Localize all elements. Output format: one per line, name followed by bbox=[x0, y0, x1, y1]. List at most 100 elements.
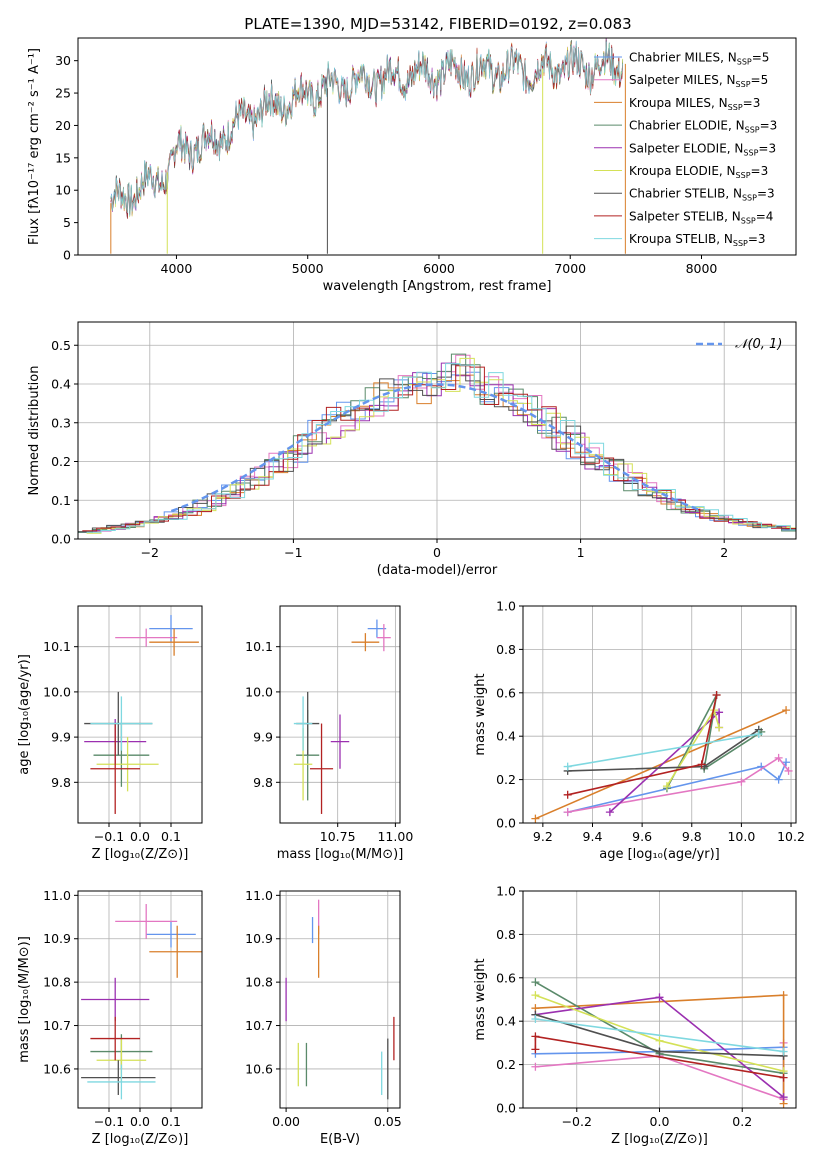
y-tick-label: 25 bbox=[55, 86, 71, 101]
weight-marker bbox=[662, 782, 671, 791]
y-tick-label: 10 bbox=[55, 183, 71, 198]
x-tick-label: 0 bbox=[433, 545, 441, 560]
x-tick-label: 0.00 bbox=[272, 1114, 300, 1129]
axes-frame bbox=[279, 605, 401, 824]
weight-series-line bbox=[666, 694, 762, 789]
errorbar-point bbox=[81, 977, 150, 1022]
weight-marker bbox=[605, 808, 614, 817]
errorbar-point bbox=[96, 737, 159, 792]
weight-marker bbox=[715, 723, 724, 732]
x-axis-label: mass [log₁₀(M/M⊙)] bbox=[277, 847, 404, 862]
errorbar-point bbox=[115, 904, 178, 939]
weight-series-line bbox=[535, 709, 787, 820]
y-tick-label: 5 bbox=[63, 215, 71, 230]
y-tick-label: 9.9 bbox=[51, 730, 71, 745]
y-axis-label: Normed distribution bbox=[27, 366, 42, 496]
y-tick-label: 20 bbox=[55, 118, 71, 133]
weight-marker bbox=[531, 1032, 540, 1041]
legend-label-main: Chabrier MILES, N bbox=[629, 51, 737, 65]
y-tick-label: 10.8 bbox=[43, 975, 71, 990]
legend-label-sub: SSP bbox=[736, 80, 751, 89]
x-tick-label: 0.0 bbox=[650, 1114, 670, 1129]
weight-marker bbox=[655, 1036, 664, 1045]
legend-label-main: Salpeter STELIB, N bbox=[629, 209, 741, 223]
errorbar-point bbox=[376, 624, 391, 652]
axes-frame bbox=[77, 37, 797, 256]
x-tick-label: 9.6 bbox=[632, 829, 652, 844]
legend-label: Salpeter STELIB, NSSP=4 bbox=[629, 209, 773, 225]
y-tick-label: 0.1 bbox=[51, 493, 71, 508]
legend-label-sub: SSP bbox=[742, 194, 757, 203]
legend-label-tail: =3 bbox=[751, 164, 769, 178]
legend-label-main: Kroupa MILES, N bbox=[629, 96, 728, 110]
mass-vs-ebv-chart: 0.00 0.05 10.6 10.7 10.8 10.9 11.0 E(B-V) bbox=[245, 888, 402, 1147]
weight-vs-age-chart: 9.2 9.4 9.6 9.8 10.0 10.2 0.0 0.2 0.4 0.6 0.8 1.0 ag… bbox=[473, 599, 805, 863]
errorbar-point bbox=[146, 921, 196, 948]
weight-marker bbox=[531, 991, 540, 1000]
legend-label-sub: SSP bbox=[743, 148, 758, 157]
weight-series-line bbox=[535, 1018, 784, 1053]
y-tick-label: 0.6 bbox=[496, 970, 516, 985]
x-tick-label: 1 bbox=[577, 545, 585, 560]
legend-label: Kroupa MILES, NSSP=3 bbox=[629, 96, 760, 112]
legend-label: Kroupa STELIB, NSSP=3 bbox=[629, 232, 766, 248]
x-tick-label: 0.0 bbox=[130, 1114, 150, 1129]
errorbar-point bbox=[90, 723, 140, 814]
mass-vs-Z-chart: −0.1 0.0 0.1 10.6 10.7 10.8 10.9 11.0 Z [log₁₀(Z… bbox=[17, 888, 203, 1147]
y-tick-label: 10.6 bbox=[43, 1061, 71, 1076]
weight-marker bbox=[782, 758, 791, 767]
legend-label-sub: SSP bbox=[737, 58, 752, 67]
weight-marker bbox=[774, 753, 783, 762]
errorbar-point bbox=[115, 628, 178, 647]
weight-series-line bbox=[567, 756, 790, 813]
legend-label: Salpeter ELODIE, NSSP=3 bbox=[629, 141, 776, 157]
weight-marker bbox=[737, 777, 746, 786]
x-axis-label: E(B-V) bbox=[320, 1132, 360, 1147]
legend-label-sub: SSP bbox=[741, 216, 756, 225]
x-tick-label: −2 bbox=[141, 545, 159, 560]
weight-marker bbox=[779, 1093, 788, 1102]
y-axis-label: Flux [fλ10⁻¹⁷ erg cm⁻² s⁻¹ A⁻¹] bbox=[27, 48, 42, 245]
weight-series-line bbox=[567, 761, 787, 813]
legend-label-main: Chabrier STELIB, N bbox=[629, 187, 742, 201]
y-axis-label: mass weight bbox=[473, 958, 488, 1040]
x-tick-label: 0.1 bbox=[161, 1114, 181, 1129]
errorbars bbox=[81, 904, 202, 1100]
y-tick-label: 30 bbox=[55, 53, 71, 68]
errorbar-point bbox=[330, 714, 350, 769]
y-tick-label: 15 bbox=[55, 150, 71, 165]
x-tick-label: 0.0 bbox=[130, 829, 150, 844]
y-tick-label: 10.7 bbox=[43, 1018, 71, 1033]
errorbar-point bbox=[310, 723, 334, 814]
x-tick-label: 10.2 bbox=[777, 829, 805, 844]
weight-marker bbox=[531, 1045, 540, 1054]
histogram-step bbox=[86, 363, 796, 533]
x-tick-label: 10.75 bbox=[320, 829, 356, 844]
y-tick-label: 10.9 bbox=[245, 931, 273, 946]
x-tick-label: 4000 bbox=[161, 261, 193, 276]
x-axis-label: Z [log₁₀(Z/Z⊙)] bbox=[611, 1132, 708, 1147]
y-tick-label: 11.0 bbox=[245, 888, 273, 903]
weight-lines bbox=[531, 690, 793, 823]
x-tick-label: 0.1 bbox=[161, 829, 181, 844]
y-tick-label: 9.8 bbox=[51, 775, 71, 790]
errorbar-point bbox=[293, 696, 313, 751]
y-tick-label: 0.6 bbox=[496, 685, 516, 700]
y-tick-label: 0.0 bbox=[496, 1101, 516, 1116]
y-tick-label: 0.2 bbox=[496, 772, 516, 787]
spectrum-series-line bbox=[110, 38, 624, 215]
x-tick-label: 11.00 bbox=[377, 829, 413, 844]
weight-marker bbox=[754, 730, 763, 739]
weight-marker bbox=[712, 690, 721, 699]
legend-label: Chabrier STELIB, NSSP=3 bbox=[629, 187, 775, 203]
errorbar-point bbox=[90, 696, 153, 751]
legend-label-main: Chabrier ELODIE, N bbox=[629, 119, 745, 133]
x-tick-label: 9.8 bbox=[682, 829, 702, 844]
residuals-chart: −2 −1 0 1 2 0.0 0.1 0.2 0.3 0.4 0.5 (data-model)/er… bbox=[27, 321, 797, 578]
legend-label-main: Kroupa ELODIE, N bbox=[629, 164, 736, 178]
y-tick-label: 10.1 bbox=[245, 639, 273, 654]
x-tick-label: 0.05 bbox=[374, 1114, 402, 1129]
x-axis-label: (data-model)/error bbox=[377, 563, 498, 578]
